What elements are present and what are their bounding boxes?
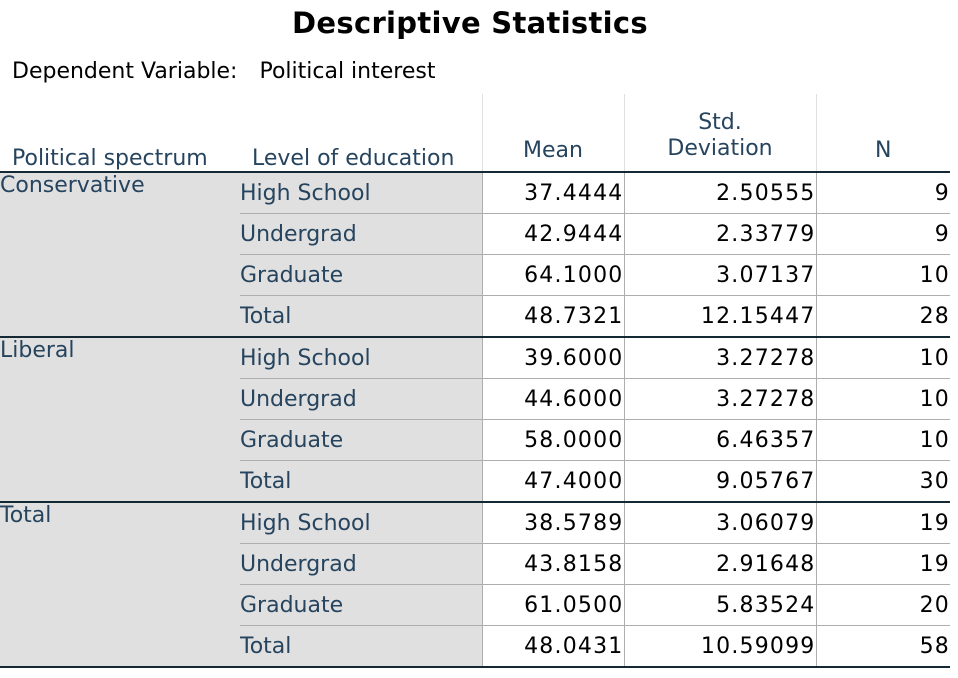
std-deviation-cell: 6.46357 [623,419,816,461]
std-deviation-cell: 2.33779 [623,213,816,255]
std-deviation-cell: 2.91648 [623,543,816,585]
education-cell: Total [240,460,482,503]
education-cell: Undergrad [240,378,482,420]
descriptive-statistics-table: Political spectrum Level of education Me… [0,94,950,668]
n-cell: 10 [815,419,950,461]
education-cell: High School [240,337,482,379]
table-row: Total 48.0431 10.59099 58 [0,625,950,668]
n-cell: 58 [815,625,950,668]
n-cell: 10 [815,254,950,296]
dependent-variable-label: Dependent Variable: [12,59,238,84]
education-cell: High School [240,172,482,214]
mean-cell: 44.6000 [481,378,624,420]
n-cell: 30 [815,460,950,503]
std-deviation-cell: 10.59099 [623,625,816,668]
n-cell: 9 [815,213,950,255]
table-row: Undergrad 42.9444 2.33779 9 [0,213,950,255]
std-deviation-cell: 3.27278 [623,337,816,379]
mean-cell: 48.0431 [481,625,624,668]
std-deviation-cell: 3.27278 [623,378,816,420]
header-political-spectrum: Political spectrum [0,94,240,173]
n-cell: 9 [815,172,950,214]
education-cell: Total [240,625,482,668]
n-cell: 10 [815,378,950,420]
table-row: Liberal High School 39.6000 3.27278 10 [0,337,950,503]
table-row: Graduate 58.0000 6.46357 10 [0,419,950,461]
education-cell: Undergrad [240,213,482,255]
political-spectrum-cell: Conservative [0,172,240,338]
header-row: Political spectrum Level of education Me… [0,94,950,173]
education-cell: High School [240,502,482,544]
table-row: Graduate 64.1000 3.07137 10 [0,254,950,296]
dependent-variable-caption: Dependent Variable: Political interest [12,59,435,84]
mean-cell: 42.9444 [481,213,624,255]
n-cell: 10 [815,337,950,379]
mean-cell: 38.5789 [481,502,624,544]
header-n: N [815,94,950,173]
std-deviation-cell: 3.06079 [623,502,816,544]
mean-cell: 39.6000 [481,337,624,379]
mean-cell: 48.7321 [481,295,624,338]
header-std-deviation-line1: Std. [698,110,742,135]
education-cell: Graduate [240,254,482,296]
header-std-deviation: Std. Deviation [623,94,816,173]
std-deviation-cell: 9.05767 [623,460,816,503]
header-std-deviation-line2: Deviation [667,136,773,161]
education-cell: Graduate [240,584,482,626]
n-cell: 19 [815,543,950,585]
political-spectrum-cell: Total [0,502,240,668]
std-deviation-cell: 12.15447 [623,295,816,338]
table-row: Graduate 61.0500 5.83524 20 [0,584,950,626]
table-title: Descriptive Statistics [292,6,648,40]
table-row: Undergrad 44.6000 3.27278 10 [0,378,950,420]
table-row: Undergrad 43.8158 2.91648 19 [0,543,950,585]
std-deviation-cell: 5.83524 [623,584,816,626]
education-cell: Graduate [240,419,482,461]
table-row: Total 47.4000 9.05767 30 [0,460,950,503]
political-spectrum-cell: Liberal [0,337,240,503]
std-deviation-cell: 2.50555 [623,172,816,214]
mean-cell: 37.4444 [481,172,624,214]
n-cell: 28 [815,295,950,338]
n-cell: 20 [815,584,950,626]
table-row: Conservative High School 37.4444 2.50555 9 [0,172,950,338]
education-cell: Total [240,295,482,338]
std-deviation-cell: 3.07137 [623,254,816,296]
table-row: Total 48.7321 12.15447 28 [0,295,950,338]
n-cell: 19 [815,502,950,544]
header-mean: Mean [481,94,624,173]
mean-cell: 58.0000 [481,419,624,461]
education-cell: Undergrad [240,543,482,585]
header-level-of-education: Level of education [240,94,482,173]
table-row: Total High School 38.5789 3.06079 19 [0,502,950,668]
mean-cell: 47.4000 [481,460,624,503]
mean-cell: 64.1000 [481,254,624,296]
mean-cell: 43.8158 [481,543,624,585]
mean-cell: 61.0500 [481,584,624,626]
table-body: Conservative High School 37.4444 2.50555 9 Un… [0,172,950,668]
dependent-variable-value: Political interest [259,59,436,84]
